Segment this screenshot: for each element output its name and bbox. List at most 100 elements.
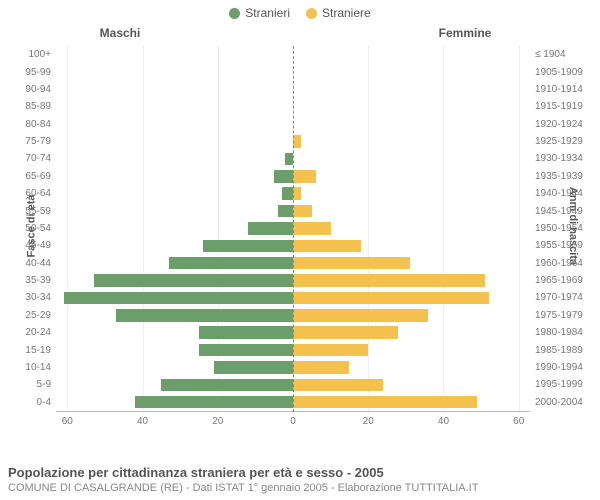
age-label: 45-49	[25, 240, 56, 251]
birth-year-label: 1910-1914	[530, 84, 583, 95]
female-bar	[293, 222, 331, 235]
male-bar	[248, 222, 293, 235]
birth-year-label: 1995-1999	[530, 379, 583, 390]
female-half	[293, 289, 530, 306]
female-bar	[293, 344, 368, 357]
birth-year-label: 2000-2004	[530, 397, 583, 408]
female-half	[293, 237, 530, 254]
female-bar	[293, 240, 361, 253]
birth-year-label: 1940-1944	[530, 188, 583, 199]
legend-item-male: Stranieri	[229, 6, 290, 20]
female-half	[293, 272, 530, 289]
male-half	[56, 46, 293, 63]
female-half	[293, 150, 530, 167]
age-label: 85-89	[25, 101, 56, 112]
x-tick-label: 40	[438, 416, 449, 427]
female-half	[293, 202, 530, 219]
female-half	[293, 359, 530, 376]
legend-swatch-male	[229, 8, 240, 19]
male-bar	[203, 240, 293, 253]
male-half	[56, 220, 293, 237]
male-bar	[285, 153, 293, 166]
female-half	[293, 116, 530, 133]
age-label: 70-74	[25, 153, 56, 164]
legend-swatch-female	[306, 8, 317, 19]
birth-year-label: 1970-1974	[530, 292, 583, 303]
male-bar	[64, 292, 293, 305]
female-half	[293, 324, 530, 341]
age-label: 40-44	[25, 258, 56, 269]
female-bar	[293, 326, 398, 339]
male-half	[56, 133, 293, 150]
male-bar	[199, 326, 293, 339]
female-half	[293, 63, 530, 80]
female-bar	[293, 361, 349, 374]
x-tick-label: 20	[363, 416, 374, 427]
legend-label-female: Straniere	[322, 6, 371, 20]
male-bar	[274, 170, 293, 183]
male-bar	[278, 205, 293, 218]
male-half	[56, 150, 293, 167]
chart-subtitle: COMUNE DI CASALGRANDE (RE) - Dati ISTAT …	[8, 482, 592, 494]
female-bar	[293, 205, 312, 218]
birth-year-label: 1975-1979	[530, 310, 583, 321]
age-label: 100+	[28, 49, 56, 60]
age-label: 50-54	[25, 223, 56, 234]
birth-year-label: 1905-1909	[530, 67, 583, 78]
female-bar	[293, 309, 428, 322]
male-bar	[94, 274, 293, 287]
male-half	[56, 394, 293, 411]
male-half	[56, 63, 293, 80]
female-bar	[293, 292, 489, 305]
chart-footer: Popolazione per cittadinanza straniera p…	[8, 465, 592, 494]
age-label: 5-9	[37, 379, 56, 390]
age-label: 20-24	[25, 327, 56, 338]
female-half	[293, 81, 530, 98]
legend-label-male: Stranieri	[245, 6, 290, 20]
x-tick-label: 60	[62, 416, 73, 427]
birth-year-label: 1965-1969	[530, 275, 583, 286]
female-half	[293, 307, 530, 324]
female-bar	[293, 170, 316, 183]
male-half	[56, 98, 293, 115]
birth-year-label: 1930-1934	[530, 153, 583, 164]
male-half	[56, 255, 293, 272]
male-half	[56, 341, 293, 358]
birth-year-label: 1935-1939	[530, 171, 583, 182]
female-bar	[293, 396, 477, 409]
male-half	[56, 289, 293, 306]
male-bar	[161, 379, 293, 392]
female-half	[293, 376, 530, 393]
female-half	[293, 133, 530, 150]
male-half	[56, 116, 293, 133]
birth-year-label: 1990-1994	[530, 362, 583, 373]
age-label: 65-69	[25, 171, 56, 182]
male-bar	[199, 344, 293, 357]
birth-year-label: 1920-1924	[530, 119, 583, 130]
age-label: 95-99	[25, 67, 56, 78]
male-half	[56, 168, 293, 185]
birth-year-label: ≤ 1904	[530, 49, 566, 60]
female-half	[293, 220, 530, 237]
birth-year-label: 1945-1949	[530, 206, 583, 217]
female-half	[293, 185, 530, 202]
male-bar	[135, 396, 293, 409]
birth-year-label: 1955-1959	[530, 240, 583, 251]
female-bar	[293, 274, 485, 287]
male-half	[56, 376, 293, 393]
female-half	[293, 46, 530, 63]
female-half	[293, 98, 530, 115]
birth-year-label: 1915-1919	[530, 101, 583, 112]
female-bar	[293, 187, 301, 200]
male-header: Maschi	[0, 26, 300, 40]
male-half	[56, 359, 293, 376]
x-tick-label: 0	[290, 416, 296, 427]
male-half	[56, 185, 293, 202]
x-tick-label: 40	[137, 416, 148, 427]
chart-headers: Maschi Femmine	[0, 26, 600, 40]
male-half	[56, 272, 293, 289]
male-half	[56, 237, 293, 254]
female-half	[293, 168, 530, 185]
chart-title: Popolazione per cittadinanza straniera p…	[8, 465, 592, 480]
age-label: 80-84	[25, 119, 56, 130]
